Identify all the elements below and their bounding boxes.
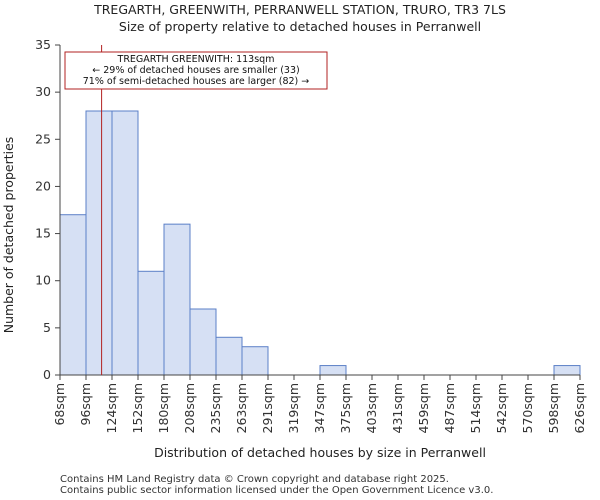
x-tick-label-542sqm: 542sqm [494, 383, 509, 433]
bar-96sqm [85, 110, 113, 376]
x-tick-label-431sqm: 431sqm [390, 383, 405, 433]
x-tick-label-487sqm: 487sqm [442, 383, 457, 433]
x-tick-label-459sqm: 459sqm [416, 383, 431, 433]
bar-235sqm [215, 336, 243, 376]
x-tick-label-96sqm: 96sqm [78, 383, 93, 426]
x-tick-label-291sqm: 291sqm [260, 383, 275, 433]
x-tick-label-403sqm: 403sqm [364, 383, 379, 433]
bar-180sqm [163, 223, 191, 376]
x-tick-label-626sqm: 626sqm [572, 383, 587, 433]
x-tick-label-570sqm: 570sqm [520, 383, 535, 433]
x-axis: 68sqm 96sqm 124sqm 152sqm 180sqm 208sqm 235sqm… [52, 374, 587, 433]
x-tick-label-347sqm: 347sqm [312, 383, 327, 433]
bar-68sqm [59, 214, 87, 376]
x-tick-label-598sqm: 598sqm [546, 383, 561, 433]
y-tick-label-35: 35 [35, 37, 51, 52]
y-tick-label-15: 15 [35, 226, 51, 241]
chart-title-line2: Size of property relative to detached ho… [118, 19, 482, 34]
x-tick-label-152sqm: 152sqm [130, 383, 145, 433]
x-tick-label-68sqm: 68sqm [52, 383, 67, 426]
bars-group [59, 110, 581, 376]
bar-152sqm [137, 270, 165, 376]
y-tick-label-0: 0 [43, 367, 51, 382]
bar-598sqm [553, 365, 581, 376]
bar-124sqm [111, 110, 139, 376]
y-axis-label: Number of detached properties [1, 137, 16, 334]
x-tick-label-514sqm: 514sqm [468, 383, 483, 433]
x-tick-label-208sqm: 208sqm [182, 383, 197, 433]
x-tick-label-124sqm: 124sqm [104, 383, 119, 433]
x-axis-label: Distribution of detached houses by size … [154, 445, 486, 460]
x-tick-label-235sqm: 235sqm [208, 383, 223, 433]
footer-copyright: Contains HM Land Registry data © Crown c… [60, 474, 449, 485]
x-tick-label-263sqm: 263sqm [234, 383, 249, 433]
annotation-line3: 71% of semi-detached houses are larger (… [83, 76, 310, 87]
y-tick-label-5: 5 [43, 320, 51, 335]
y-axis: 0 5 10 15 20 25 30 35 [35, 37, 61, 382]
y-tick-label-20: 20 [35, 178, 51, 193]
y-tick-label-10: 10 [35, 273, 51, 288]
y-tick-label-30: 30 [35, 84, 51, 99]
bar-263sqm [241, 346, 269, 376]
annotation-line1: TREGARTH GREENWITH: 113sqm [117, 54, 275, 65]
annotation-line2: ← 29% of detached houses are smaller (33… [92, 65, 299, 76]
chart-title-line1: TREGARTH, GREENWITH, PERRANWELL STATION,… [94, 2, 506, 17]
x-tick-label-319sqm: 319sqm [286, 383, 301, 433]
x-tick-label-180sqm: 180sqm [156, 383, 171, 433]
footer-licence: Contains public sector information licen… [60, 485, 494, 496]
bar-347sqm [319, 365, 347, 376]
annotation-box: TREGARTH GREENWITH: 113sqm ← 29% of deta… [64, 51, 328, 90]
bar-208sqm [189, 308, 217, 376]
x-tick-label-375sqm: 375sqm [338, 383, 353, 433]
y-tick-label-25: 25 [35, 131, 51, 146]
